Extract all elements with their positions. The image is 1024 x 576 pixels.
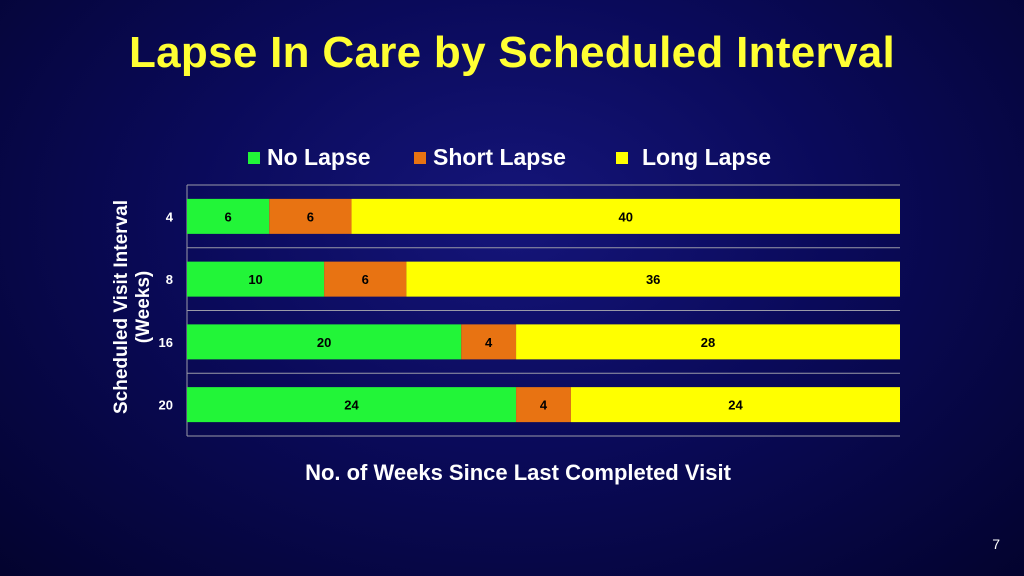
data-label: 10	[248, 272, 262, 287]
data-label: 6	[307, 209, 314, 224]
bar-segment	[461, 324, 517, 360]
legend-swatch-short-lapse	[414, 151, 426, 164]
x-axis-label: No. of Weeks Since Last Completed Visit	[305, 460, 731, 485]
bar-segment	[351, 198, 900, 234]
legend-label-short-lapse: Short Lapse	[433, 144, 566, 170]
data-label: 24	[344, 398, 359, 413]
page-number: 7	[992, 536, 1000, 552]
bar-segment	[324, 261, 407, 297]
data-label: 36	[646, 272, 660, 287]
bar-segment	[187, 387, 517, 423]
legend-label-no-lapse: No Lapse	[267, 144, 371, 170]
data-label: 20	[317, 335, 331, 350]
bar-segment	[570, 387, 900, 423]
bar-segment	[187, 198, 270, 234]
data-label: 6	[362, 272, 369, 287]
data-label: 28	[701, 335, 715, 350]
bar-segment	[516, 324, 900, 360]
legend-item-no-lapse: No Lapse	[248, 144, 371, 171]
slide-title: Lapse In Care by Scheduled Interval	[128, 28, 896, 77]
legend-swatch-long-lapse	[616, 151, 628, 164]
legend-label-long-lapse: Long Lapse	[642, 144, 772, 170]
bar-segment	[187, 324, 462, 360]
y-tick-label: 16	[159, 335, 173, 350]
data-label: 4	[540, 398, 548, 413]
y-tick-label: 20	[159, 398, 173, 413]
legend-item-long-lapse: Long Lapse	[616, 144, 771, 171]
legend-item-short-lapse: Short Lapse	[414, 144, 566, 171]
data-label: 40	[619, 209, 633, 224]
bar-segment	[269, 198, 352, 234]
data-label: 24	[728, 398, 743, 413]
y-tick-label: 8	[166, 272, 173, 287]
y-tick-label: 4	[166, 209, 174, 224]
bar-segment	[187, 261, 325, 297]
bar-segment	[516, 387, 571, 423]
legend-swatch-no-lapse	[248, 151, 260, 164]
data-label: 4	[485, 335, 493, 350]
data-label: 6	[225, 209, 232, 224]
bar-segment	[406, 261, 900, 297]
